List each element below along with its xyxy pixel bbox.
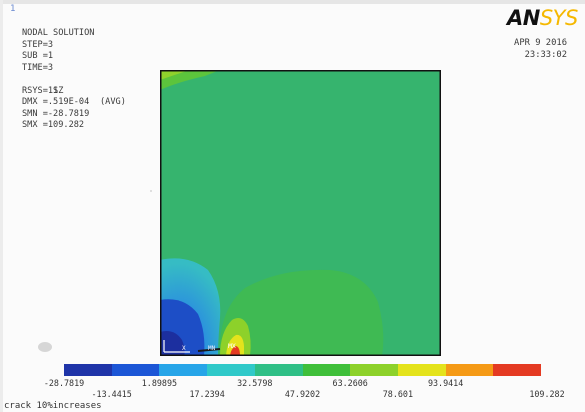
legend-label: 47.9202	[284, 389, 321, 399]
legend-swatch	[111, 364, 160, 376]
crack-line	[197, 348, 221, 352]
logo-sys: SYS	[539, 6, 579, 30]
contour-band-topleft-inner	[160, 70, 190, 80]
scan-edge-top	[0, 0, 585, 4]
plot-caption: crack 10%increases	[4, 401, 102, 411]
legend-label: 109.282	[529, 389, 565, 399]
contour-band-bottomleft-darkest	[160, 331, 185, 356]
plot-border	[160, 70, 441, 356]
scan-speck	[38, 342, 52, 352]
contour-band-crack-red	[230, 346, 240, 356]
scan-speck	[150, 190, 152, 192]
legend-swatch	[350, 364, 398, 376]
stamp-date: APR 9 2016	[514, 38, 567, 48]
info-avg: (AVG)	[100, 97, 126, 107]
ansys-logo: ANSYS	[507, 6, 578, 30]
info-time: TIME=3	[22, 62, 54, 73]
legend-swatch	[302, 364, 351, 376]
solution-info-block: NODAL SOLUTION STEP=3 SUB =1 TIME=3 SZ (…	[22, 28, 126, 132]
legend-label: 17.2394	[189, 389, 225, 399]
info-smx: SMX =109.282	[22, 120, 85, 130]
legend-swatch	[254, 364, 303, 376]
logo-an: AN	[507, 6, 540, 30]
legend-label: 32.5798	[237, 378, 273, 388]
info-rsys: RSYS=11	[22, 85, 59, 96]
contour-plot-svg: X MN MX	[160, 70, 441, 356]
min-marker-label: MN	[208, 345, 216, 352]
date-time-stamp: APR 9 2016 23:33:02	[514, 38, 567, 61]
axis-triad-x-label: X	[182, 345, 186, 352]
info-title: NODAL SOLUTION	[22, 28, 95, 38]
info-quantity-row: SZ (AVG)	[22, 74, 126, 108]
info-dmx: DMX =.519E-04	[22, 97, 90, 107]
legend-label: -13.4415	[91, 389, 132, 399]
legend-label: 63.2606	[332, 378, 368, 388]
info-quantity: SZ	[53, 85, 64, 96]
window-number: 1	[10, 4, 16, 14]
legend-swatch	[397, 364, 446, 376]
info-sub: SUB =1	[22, 51, 54, 61]
legend-label: 93.9414	[427, 378, 464, 388]
contour-band-bottom-green	[219, 269, 384, 356]
contour-band-topleft	[160, 70, 220, 90]
legend-swatch	[493, 364, 542, 376]
contour-plot: X MN MX	[160, 70, 441, 356]
legend-swatch	[64, 364, 112, 376]
legend-swatch	[445, 364, 494, 376]
max-marker-label: MX	[228, 342, 236, 350]
info-step: STEP=3	[22, 39, 54, 50]
legend-label: -28.7819	[43, 378, 85, 388]
legend-swatch	[207, 364, 255, 376]
contour-legend-bar	[64, 364, 542, 376]
stamp-time: 23:33:02	[524, 49, 567, 60]
legend-swatch	[159, 364, 208, 376]
legend-label: 1.89895	[141, 378, 178, 388]
legend-label: 78.601	[382, 389, 414, 399]
scan-edge-left	[0, 0, 3, 412]
info-smn: SMN =-28.7819	[22, 108, 90, 119]
